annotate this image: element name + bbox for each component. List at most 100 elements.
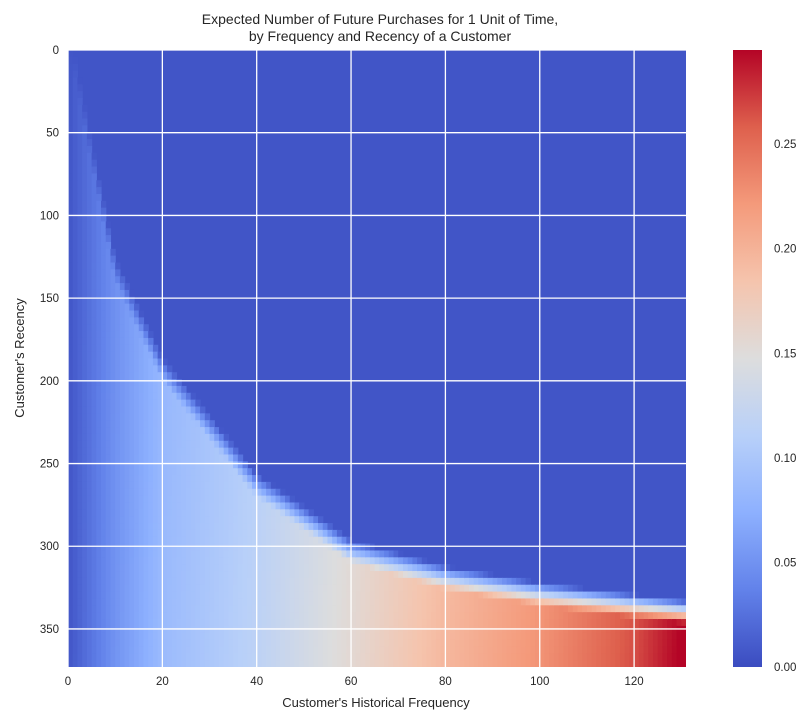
- heatmap-cell: [72, 344, 79, 353]
- heatmap-cell: [228, 584, 234, 593]
- heatmap-cell: [346, 571, 352, 579]
- heatmap-cell: [360, 632, 366, 641]
- heatmap-cell: [105, 516, 112, 524]
- heatmap-cell: [148, 516, 154, 524]
- heatmap-cell: [242, 591, 248, 600]
- heatmap-cell: [459, 598, 465, 606]
- heatmap-cell: [143, 331, 149, 339]
- heatmap-cell: [299, 639, 305, 648]
- heatmap-cell: [86, 139, 93, 147]
- heatmap-cell: [119, 461, 126, 469]
- heatmap-cell: [256, 612, 263, 620]
- heatmap-cell: [200, 591, 206, 600]
- heatmap-cell: [351, 612, 357, 620]
- heatmap-cell: [336, 564, 343, 572]
- heatmap-cell: [303, 523, 310, 531]
- heatmap-cell: [77, 77, 83, 85]
- heatmap-cell: [553, 591, 560, 600]
- heatmap-cell: [176, 427, 182, 435]
- heatmap-cell: [68, 639, 74, 648]
- heatmap-cell: [233, 481, 239, 490]
- heatmap-cell: [77, 571, 83, 579]
- heatmap-cell: [280, 598, 286, 606]
- heatmap-cell: [464, 605, 470, 613]
- heatmap-cell: [82, 248, 88, 257]
- heatmap-cell: [115, 536, 121, 545]
- heatmap-cell: [68, 502, 74, 510]
- heatmap-cell: [464, 591, 470, 600]
- heatmap-cell: [313, 571, 319, 579]
- heatmap-cell: [261, 564, 267, 572]
- heatmap-cell: [209, 605, 215, 613]
- heatmap-cell: [86, 214, 93, 222]
- heatmap-cell: [77, 481, 83, 490]
- heatmap-cell: [101, 447, 107, 456]
- heatmap-cell: [289, 495, 296, 504]
- heatmap-cell: [553, 653, 560, 661]
- heatmap-cell: [119, 577, 126, 586]
- heatmap-cell: [181, 385, 187, 394]
- heatmap-cell: [119, 543, 126, 552]
- heatmap-cell: [101, 461, 107, 469]
- heatmap-cell: [101, 516, 107, 524]
- heatmap-cell: [332, 564, 338, 572]
- heatmap-cell: [318, 660, 324, 667]
- heatmap-cell: [105, 557, 112, 565]
- heatmap-cell: [96, 523, 102, 531]
- heatmap-cell: [86, 413, 93, 421]
- heatmap-cell: [417, 632, 423, 641]
- heatmap-cell: [242, 653, 248, 661]
- heatmap-cell: [318, 653, 324, 661]
- heatmap-cell: [303, 584, 310, 593]
- heatmap-cell: [242, 557, 248, 565]
- heatmap-cell: [294, 653, 300, 661]
- heatmap-cell: [520, 646, 527, 654]
- heatmap-cell: [96, 331, 102, 339]
- heatmap-cell: [91, 303, 97, 312]
- heatmap-cell: [77, 269, 83, 277]
- heatmap-cell: [152, 385, 159, 394]
- heatmap-cell: [77, 358, 83, 366]
- heatmap-cell: [619, 598, 626, 606]
- heatmap-cell: [185, 639, 192, 648]
- heatmap-cell: [247, 502, 253, 510]
- heatmap-cell: [68, 132, 74, 140]
- heatmap-cell: [652, 632, 659, 641]
- heatmap-cell: [96, 433, 102, 442]
- heatmap-cell: [143, 660, 149, 667]
- heatmap-cell: [124, 344, 130, 353]
- heatmap-cell: [105, 276, 112, 284]
- heatmap-cell: [223, 523, 229, 531]
- heatmap-cell: [82, 207, 88, 216]
- heatmap-cell: [200, 406, 206, 414]
- heatmap-cell: [247, 660, 253, 667]
- heatmap-cell: [270, 550, 277, 558]
- heatmap-cell: [233, 468, 239, 476]
- heatmap-cell: [228, 550, 234, 558]
- heatmap-cell: [162, 488, 168, 497]
- heatmap-cell: [417, 577, 423, 586]
- heatmap-cell: [105, 488, 112, 497]
- heatmap-cell: [68, 605, 74, 613]
- heatmap-cell: [124, 379, 130, 387]
- heatmap-cell: [190, 468, 196, 476]
- heatmap-cell: [393, 605, 399, 613]
- heatmap-cell: [468, 646, 475, 654]
- heatmap-cell: [558, 653, 564, 661]
- heatmap-cell: [247, 646, 253, 654]
- heatmap-cell: [176, 584, 182, 593]
- heatmap-cell: [351, 619, 357, 627]
- heatmap-cell: [266, 639, 272, 648]
- heatmap-cell: [242, 632, 248, 641]
- heatmap-cell: [497, 605, 503, 613]
- heatmap-cell: [251, 646, 258, 654]
- heatmap-cell: [303, 529, 310, 538]
- heatmap-cell: [77, 516, 83, 524]
- heatmap-cell: [266, 612, 272, 620]
- heatmap-cell: [105, 337, 112, 346]
- heatmap-cell: [115, 481, 121, 490]
- heatmap-cell: [96, 653, 102, 661]
- heatmap-cell: [119, 331, 126, 339]
- heatmap-cell: [152, 440, 159, 449]
- heatmap-cell: [275, 571, 281, 579]
